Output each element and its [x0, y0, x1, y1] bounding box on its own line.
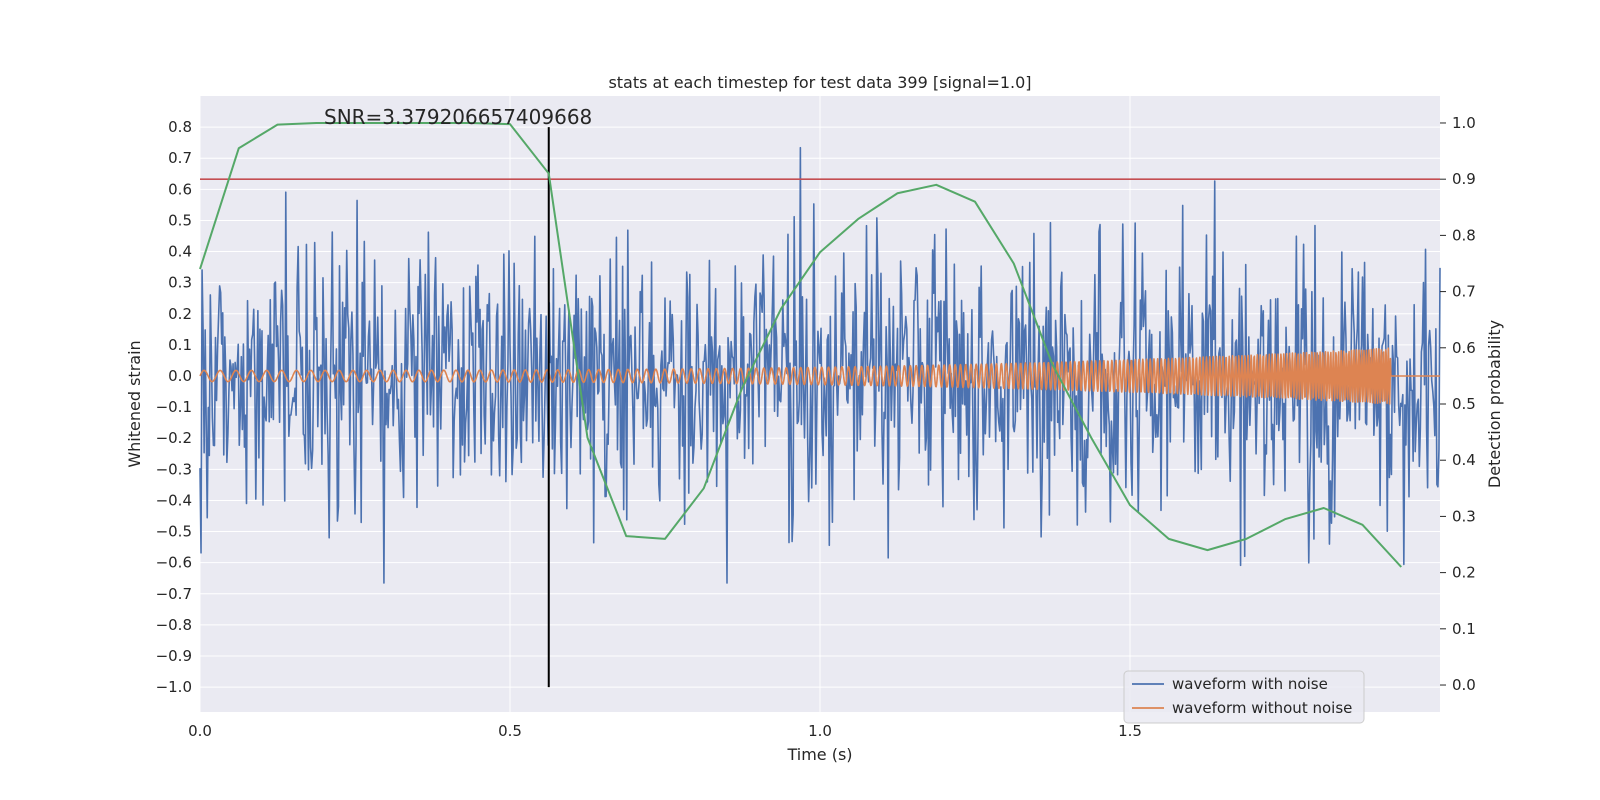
y-tick-right-label: 0.1	[1452, 620, 1476, 638]
y-tick-right-label: 1.0	[1452, 114, 1476, 132]
y-tick-left-label: 0.6	[168, 180, 192, 198]
snr-annotation: SNR=3.379206657409668	[324, 105, 592, 129]
y-tick-right-label: 0.9	[1452, 170, 1476, 188]
y-tick-left-label: 0.5	[168, 211, 192, 229]
ticks: 0.8 0.7 0.6 0.5 0.4 0.3 0.2 0.1 0.0 −0.1 −0.2 −0.3 −…	[156, 114, 1476, 740]
x-tick-label: 1.5	[1118, 722, 1142, 740]
y-tick-left-label: −1.0	[156, 678, 192, 696]
y-tick-right-label: 0.8	[1452, 226, 1476, 244]
x-tick-label: 1.0	[808, 722, 832, 740]
y-tick-left-label: −0.2	[156, 429, 192, 447]
y-tick-left-label: 0.3	[168, 274, 192, 292]
x-tick-label: 0.5	[498, 722, 522, 740]
series-waveform-without-noise	[199, 347, 1441, 405]
series-waveform-with-noise	[199, 146, 1441, 584]
y-axis-label-right: Detection probability	[1485, 320, 1504, 488]
chart-title: stats at each timestep for test data 399…	[608, 73, 1031, 92]
y-tick-left-label: 0.1	[168, 336, 192, 354]
y-tick-left-label: −0.4	[156, 491, 192, 509]
y-tick-right-label: 0.2	[1452, 564, 1476, 582]
legend-label-noise: waveform with noise	[1172, 675, 1328, 693]
series-detection-probability	[199, 121, 1402, 568]
y-tick-left-label: −0.1	[156, 398, 192, 416]
y-tick-left-label: 0.2	[168, 305, 192, 323]
legend-box	[1123, 670, 1365, 724]
y-tick-left-label: 0.8	[168, 118, 192, 136]
y-tick-left-label: −0.5	[156, 523, 192, 541]
legend: waveform with noise waveform without noi…	[1123, 670, 1365, 724]
y-tick-left-label: 0.7	[168, 149, 192, 167]
y-tick-left-label: 0.0	[168, 367, 192, 385]
x-axis-label: Time (s)	[786, 745, 852, 764]
y-tick-left-label: −0.7	[156, 585, 192, 603]
y-tick-right-label: 0.4	[1452, 451, 1476, 469]
y-tick-right-label: 0.6	[1452, 339, 1476, 357]
y-tick-left-label: −0.8	[156, 616, 192, 634]
overlay-layer	[199, 121, 1440, 688]
y-tick-left-label: 0.4	[168, 243, 192, 261]
legend-label-clean: waveform without noise	[1172, 699, 1352, 717]
y-tick-right-label: 0.7	[1452, 283, 1476, 301]
y-tick-right-label: 0.0	[1452, 676, 1476, 694]
noise-series-layer	[199, 146, 1441, 584]
y-tick-left-label: −0.9	[156, 647, 192, 665]
y-tick-left-label: −0.3	[156, 460, 192, 478]
x-tick-label: 0.0	[188, 722, 212, 740]
y-tick-left-label: −0.6	[156, 554, 192, 572]
clean-series-layer	[199, 347, 1441, 405]
y-axis-label-left: Whitened strain	[125, 340, 144, 467]
y-tick-right-label: 0.5	[1452, 395, 1476, 413]
y-tick-right-label: 0.3	[1452, 507, 1476, 525]
